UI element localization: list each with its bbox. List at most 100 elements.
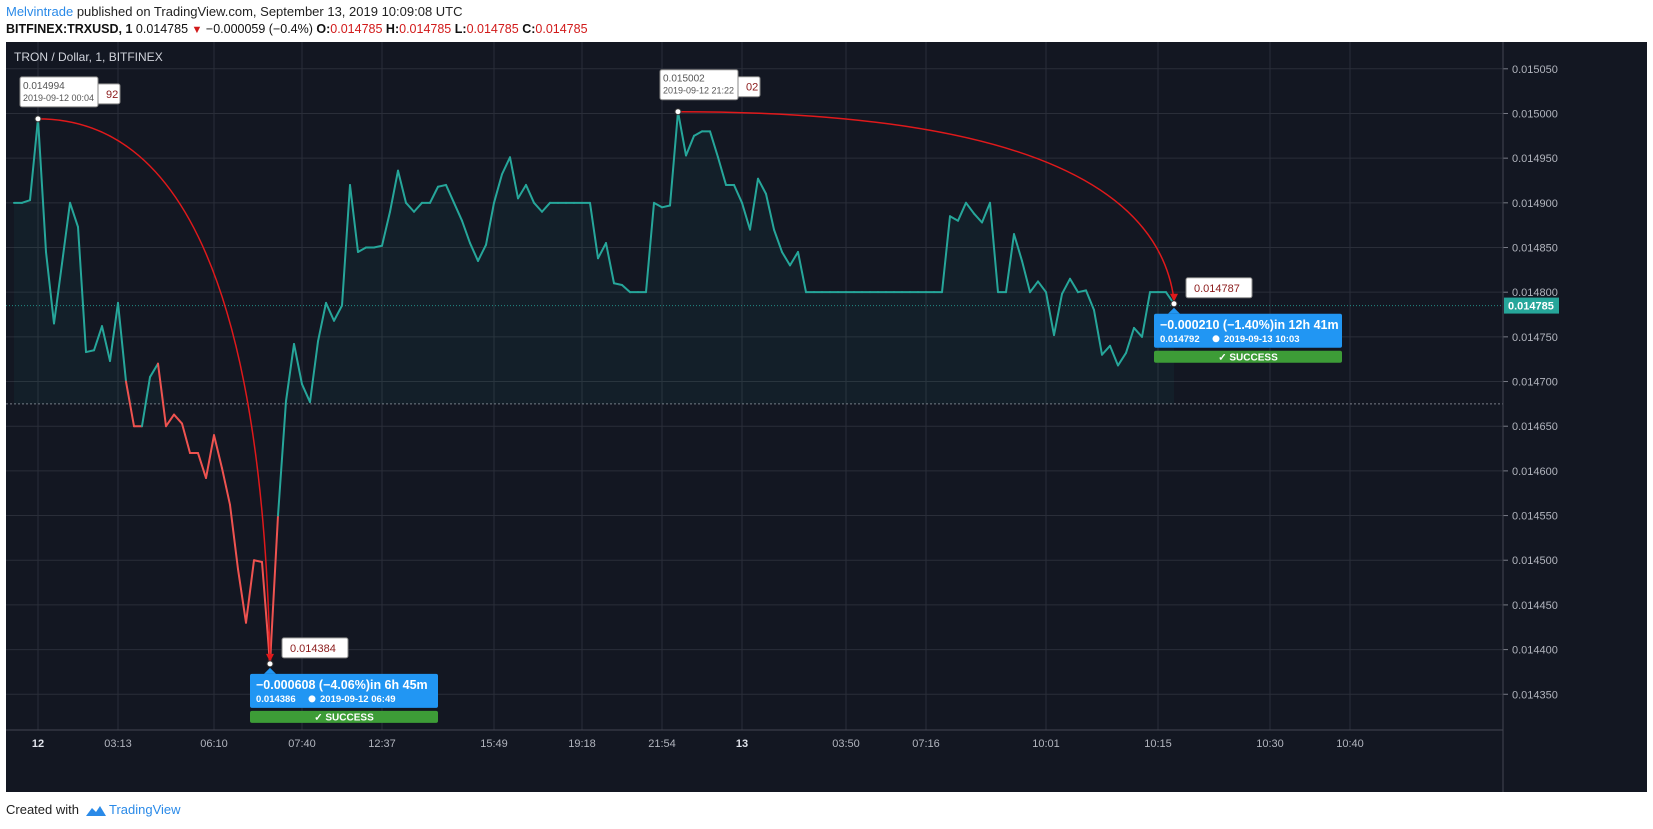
price-segment (221, 467, 231, 506)
price-segment (125, 380, 135, 428)
start-point-marker (674, 108, 682, 116)
price-segment (269, 514, 279, 665)
change-box-pointer (1168, 307, 1180, 314)
x-tick-label: 19:18 (568, 738, 596, 750)
y-tick-label: 0.015050 (1512, 64, 1558, 76)
price-segment (597, 242, 607, 260)
price-segment (1021, 259, 1031, 294)
end-price-label: 0.014384 (290, 643, 336, 655)
price-segment (973, 212, 983, 224)
price-segment (669, 110, 679, 207)
price-segment (45, 250, 55, 325)
price-segment (157, 362, 167, 428)
close-label: C: (522, 22, 536, 36)
price-segment (1109, 344, 1119, 367)
price-segment (685, 134, 695, 157)
arrow-head (1170, 293, 1178, 302)
price-change: −0.000059 (−0.4%) (205, 22, 313, 36)
low-label: L: (454, 22, 467, 36)
end-price-label: 0.014787 (1194, 283, 1240, 295)
price-segment (621, 284, 631, 294)
chart-svg[interactable]: 0.015050 0.015000 0.014950 0.014900 0.014850… (6, 42, 1647, 792)
change-box-pointer (264, 667, 276, 674)
price-segment (541, 201, 551, 213)
change-text: −0.000210 (−1.40%)in 12h 41m (1160, 318, 1339, 332)
price-segment (293, 343, 303, 386)
price-segment (949, 215, 959, 222)
end-point-marker (1170, 300, 1178, 308)
price-segment (181, 422, 191, 455)
x-tick-label: 10:30 (1256, 738, 1284, 750)
price-segment (261, 561, 271, 665)
price-segment (1093, 309, 1103, 356)
footer: Created with TradingView (6, 802, 181, 817)
projection-arrow (677, 110, 1175, 300)
tradingview-link[interactable]: TradingView (109, 802, 181, 817)
publish-line: Melvintrade published on TradingView.com… (6, 4, 463, 19)
published-text: published on TradingView.com, September … (76, 4, 463, 19)
price-segment (749, 177, 759, 231)
x-tick-label: 10:15 (1144, 738, 1172, 750)
x-tick-label: 06:10 (200, 738, 228, 750)
clock-icon (308, 695, 316, 703)
y-tick-label: 0.014450 (1512, 600, 1558, 612)
price-segment (773, 228, 783, 253)
price-segment (165, 413, 175, 428)
x-axis[interactable]: 12 03:13 06:10 07:40 12:37 15:49 19:18 21:54 13 0… (6, 729, 1503, 750)
open-label: O: (316, 22, 331, 36)
y-tick-label: 0.014400 (1512, 645, 1558, 657)
y-tick-label: 0.014500 (1512, 555, 1558, 567)
open-value: 0.014785 (330, 22, 383, 36)
y-axis[interactable]: 0.015050 0.015000 0.014950 0.014900 0.014850… (1502, 42, 1559, 792)
high-value: 0.014785 (399, 22, 452, 36)
price-segment (109, 301, 119, 362)
x-tick-label: 07:40 (288, 738, 316, 750)
price-chart[interactable]: 0.015050 0.015000 0.014950 0.014900 0.014850… (6, 42, 1647, 792)
price-segment (69, 201, 79, 228)
price-segment (405, 201, 415, 213)
price-segment (1141, 291, 1151, 338)
price-segment (173, 413, 183, 425)
price-segment (533, 201, 543, 213)
price-segment (61, 201, 71, 265)
series-lines (13, 110, 1175, 665)
symbol-label: BITFINEX:TRXUSD, 1 (6, 22, 133, 36)
price-segment (53, 262, 63, 325)
price-segment (1133, 326, 1143, 338)
change-text: −0.000608 (−4.06%)in 6h 45m (256, 678, 428, 692)
price-segment (517, 183, 527, 200)
price-segment (389, 169, 399, 213)
price-segment (589, 201, 599, 260)
price-segment (789, 250, 799, 267)
price-segment (317, 301, 327, 343)
price-segment (653, 201, 663, 209)
x-tick-label: 07:16 (912, 738, 940, 750)
start-point-marker (34, 115, 42, 123)
author-link[interactable]: Melvintrade (6, 4, 74, 19)
price-segment (77, 225, 87, 354)
change-sub-price: 0.014792 (1160, 334, 1200, 345)
y-tick-label: 0.014750 (1512, 332, 1558, 344)
price-segment (1101, 344, 1111, 356)
price-segment (373, 244, 383, 249)
price-segment (453, 201, 463, 222)
price-segment (765, 192, 775, 231)
high-label: H: (385, 22, 400, 36)
created-with-text: Created with (6, 802, 79, 817)
price-segment (429, 185, 439, 204)
price-segment (149, 362, 159, 379)
price-segment (341, 183, 351, 307)
start-label-box (19, 76, 99, 108)
price-segment (693, 130, 703, 137)
change-sub-time: 2019-09-13 10:03 (1224, 334, 1300, 345)
price-segment (325, 301, 335, 322)
price-segment (1117, 351, 1127, 367)
y-tick-label: 0.014800 (1512, 287, 1558, 299)
price-segment (381, 210, 391, 247)
price-segment (965, 201, 975, 215)
price-segment (741, 201, 751, 231)
price-segment (333, 304, 343, 322)
x-tick-label: 03:13 (104, 738, 132, 750)
price-segment (309, 340, 319, 404)
price-segment (285, 343, 295, 403)
